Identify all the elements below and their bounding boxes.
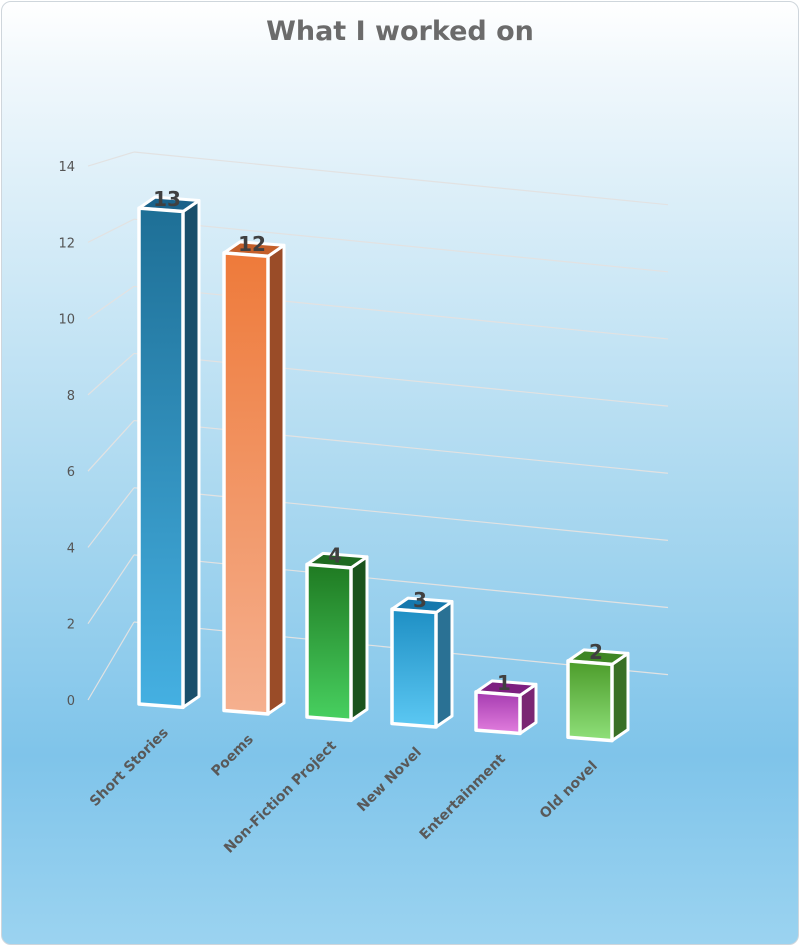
bar-non-fiction-project: 4 bbox=[305, 543, 369, 723]
gridline bbox=[133, 285, 669, 340]
data-label: 12 bbox=[238, 232, 266, 256]
data-label: 2 bbox=[589, 640, 603, 664]
x-tick-label: Short Stories bbox=[87, 725, 172, 810]
y-tick-label: 0 bbox=[67, 694, 75, 709]
bar-front bbox=[222, 251, 270, 716]
bar-poems: 12 bbox=[222, 232, 286, 716]
gridline-side bbox=[87, 420, 135, 472]
y-tick-label: 12 bbox=[58, 236, 75, 251]
bar-old-novel: 2 bbox=[566, 640, 630, 743]
y-tick-label: 4 bbox=[67, 541, 75, 556]
bar-side bbox=[610, 651, 630, 743]
gridline-side bbox=[87, 151, 135, 167]
x-tick-label: Entertainment bbox=[417, 751, 509, 843]
gridline bbox=[133, 352, 669, 407]
bar-short-stories: 13 bbox=[137, 187, 201, 710]
y-tick-label: 8 bbox=[67, 389, 75, 404]
bar-front bbox=[137, 206, 185, 710]
gridline bbox=[133, 151, 669, 206]
gridline-side bbox=[87, 621, 135, 701]
gridline bbox=[133, 218, 669, 273]
gridline bbox=[133, 554, 669, 609]
gridline-side bbox=[87, 487, 135, 548]
bar-side bbox=[349, 555, 369, 722]
bar-front bbox=[390, 607, 438, 729]
gridline-side bbox=[87, 554, 135, 625]
y-tick-label: 2 bbox=[67, 618, 75, 633]
bar-front bbox=[566, 659, 614, 743]
x-tick-label: Old novel bbox=[537, 758, 601, 822]
chart-title: What I worked on bbox=[266, 16, 534, 47]
gridline bbox=[133, 487, 669, 541]
bar-side bbox=[181, 199, 201, 709]
y-tick-label: 14 bbox=[58, 160, 75, 175]
gridline-side bbox=[87, 218, 135, 243]
bar-side bbox=[434, 600, 454, 729]
gridline-side bbox=[87, 285, 135, 320]
data-label: 4 bbox=[328, 543, 342, 567]
bar-entertainment: 1 bbox=[474, 671, 538, 736]
bar-new-novel: 3 bbox=[390, 588, 454, 729]
gridline bbox=[133, 419, 669, 474]
bar-front bbox=[305, 562, 353, 723]
data-label: 3 bbox=[413, 588, 427, 612]
data-label: 1 bbox=[497, 671, 511, 695]
data-label: 13 bbox=[153, 187, 181, 211]
y-axis: 0 2 4 6 8 10 12 14 bbox=[58, 160, 75, 709]
x-tick-label: Poems bbox=[209, 731, 257, 779]
x-tick-label: New Novel bbox=[354, 744, 425, 815]
bar-front bbox=[474, 690, 522, 736]
y-tick-label: 10 bbox=[58, 313, 75, 328]
gridline-side bbox=[87, 352, 135, 396]
bar-side bbox=[266, 243, 286, 716]
y-tick-label: 6 bbox=[67, 465, 75, 480]
